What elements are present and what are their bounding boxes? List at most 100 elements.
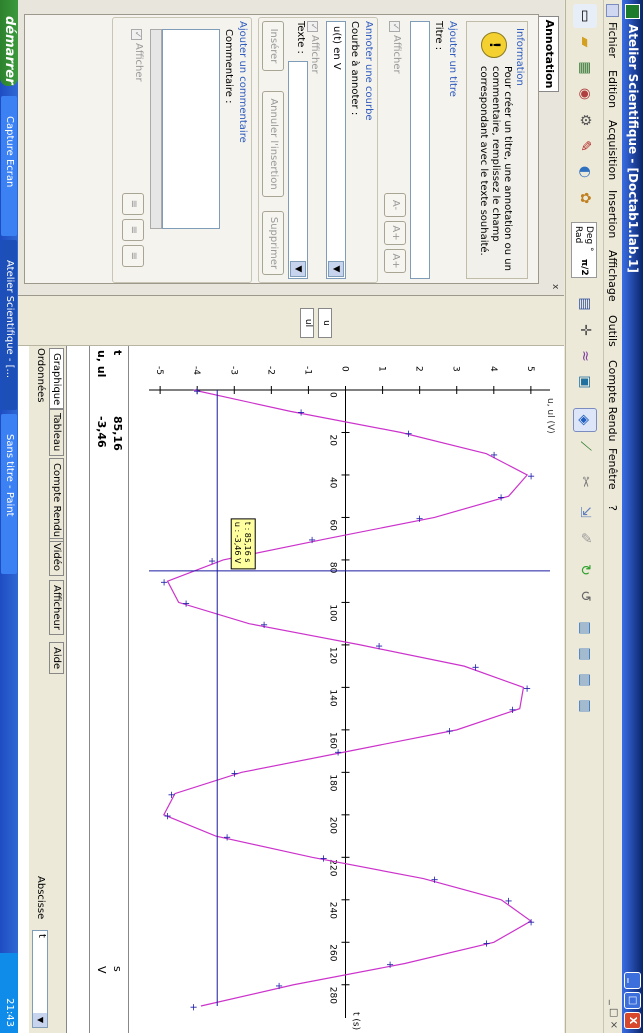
table-icon[interactable]: ▦: [577, 61, 593, 75]
acquisition-icon[interactable]: ◉: [577, 87, 593, 101]
menu-fenetre[interactable]: Fenêtre: [606, 448, 619, 490]
series-u-marker: +: [306, 536, 317, 544]
align-center-button[interactable]: ≡: [122, 219, 144, 241]
y-tick-label: 1: [377, 366, 387, 372]
window-icon-2[interactable]: ▥: [577, 647, 593, 661]
commentaire-scrollbar[interactable]: [150, 29, 162, 229]
axis-cross-icon[interactable]: ✛: [577, 324, 593, 336]
cursor-tooltip-u: u : -3,46 V: [233, 522, 242, 564]
commentaire-textarea[interactable]: [162, 29, 220, 229]
menu-help[interactable]: ?: [606, 505, 619, 511]
tab-compte-rendu[interactable]: Compte Rendu: [49, 458, 64, 543]
y-tick-label: 2: [414, 366, 424, 372]
close-button[interactable]: X: [624, 1012, 641, 1029]
y-tick-label: -4: [191, 366, 201, 375]
readout-u-label: u, ul: [95, 350, 108, 378]
pen-icon[interactable]: ✎: [577, 140, 593, 152]
titre-input[interactable]: [410, 21, 430, 279]
y-tick-label: -5: [154, 366, 164, 375]
supprimer-button[interactable]: Supprimer: [262, 211, 284, 275]
mdi-controls[interactable]: _ □ ×: [608, 999, 619, 1029]
ul-curve-toggle[interactable]: ul: [300, 308, 314, 338]
paint-icon[interactable]: ✿: [577, 192, 593, 204]
task-capture-ecran[interactable]: Capture Ecran: [1, 96, 17, 236]
font-larger-button[interactable]: A+: [384, 221, 406, 245]
font-bold-button[interactable]: A+: [384, 249, 406, 273]
angle-unit-selector[interactable]: Deg ° Rad π/2: [571, 222, 597, 278]
menu-outils[interactable]: Outils: [606, 315, 619, 347]
refresh-icon[interactable]: ↻: [577, 564, 593, 576]
edit-disabled-icon[interactable]: ✐: [577, 532, 593, 544]
screen-icon[interactable]: ▣: [577, 375, 593, 389]
y-tick-label: -1: [302, 366, 312, 375]
globe-icon[interactable]: ◐: [577, 165, 593, 179]
window-icon-3[interactable]: ▥: [577, 673, 593, 687]
cursor-readout: t 85,16 s u, ul -3,46 V: [67, 346, 129, 1033]
chart-svg[interactable]: 020406080100120140160180200220240260280-…: [129, 346, 564, 1033]
minimize-button[interactable]: _: [624, 972, 641, 989]
courbe-label: Courbe à annoter :: [349, 21, 360, 116]
window-icon-1[interactable]: ▥: [577, 621, 593, 635]
series-u-marker: +: [506, 706, 517, 714]
restore-button[interactable]: □: [624, 992, 641, 1009]
chart-plot[interactable]: 0 20 40 60 80 100 120 140 160 180 200 220 240 260 280-…: [129, 346, 564, 1033]
curves-icon[interactable]: ≈: [577, 350, 593, 362]
menu-edition[interactable]: Edition: [606, 70, 619, 109]
menu-insertion[interactable]: Insertion: [606, 190, 619, 239]
font-smaller-button[interactable]: A-: [384, 193, 406, 217]
cursor-select-icon[interactable]: ◈: [573, 408, 597, 432]
tools-icon[interactable]: ⚙: [577, 113, 593, 127]
title-bar[interactable]: Atelier Scientifique - [Doctab1.lab.1] _…: [622, 0, 643, 1033]
window-icon-4[interactable]: ▥: [577, 699, 593, 713]
x-tick-label: 120: [328, 647, 338, 664]
align-left-button[interactable]: ≡: [122, 193, 144, 215]
texte-input[interactable]: ▼: [288, 61, 308, 279]
task-paint[interactable]: Sans titre - Paint: [1, 414, 17, 574]
series-u-marker: +: [469, 663, 480, 671]
menu-compte-rendu[interactable]: Compte Rendu: [606, 360, 619, 442]
grid-icon[interactable]: ▤: [577, 297, 593, 311]
series-u-marker: +: [295, 408, 306, 416]
align-right-button[interactable]: ≡: [122, 245, 144, 267]
readout-t-value: 85,16: [111, 416, 124, 451]
start-button[interactable]: démarrer: [0, 0, 18, 86]
menu-affichage[interactable]: Affichage: [606, 250, 619, 302]
export-icon[interactable]: ⇲: [577, 506, 593, 518]
menu-fichier[interactable]: Fichier: [606, 22, 619, 58]
tab-video[interactable]: Vidéo: [49, 538, 64, 577]
panel-close-icon[interactable]: x: [550, 284, 560, 290]
texte-label: Texte :: [295, 21, 306, 54]
tab-annotation[interactable]: Annotation: [539, 16, 559, 92]
annotation-panel: Annotation x Information ! Pour créer un…: [18, 0, 564, 296]
task-atelier-scientifique[interactable]: Atelier Scientifique - [...: [1, 240, 17, 410]
commentaire-afficher-checkbox[interactable]: ✓Afficher: [131, 29, 144, 82]
tab-aide[interactable]: Aide: [49, 642, 64, 675]
scissors-icon[interactable]: ✂: [577, 476, 593, 488]
courbe-afficher-checkbox[interactable]: ✓Afficher: [307, 21, 320, 74]
u-curve-toggle[interactable]: u: [318, 308, 332, 338]
curve-selector-panel: u ul: [18, 300, 564, 346]
new-icon[interactable]: ▭: [573, 4, 597, 28]
x-tick-label: 20: [328, 434, 338, 446]
abscisse-chevron-icon[interactable]: ▼: [33, 1013, 47, 1027]
series-u-marker: +: [525, 918, 536, 926]
texte-dropdown-icon[interactable]: ▼: [290, 261, 306, 277]
tangent-icon[interactable]: ⟋: [577, 441, 593, 451]
readout-u-value: -3,46: [95, 416, 108, 448]
tab-tableau[interactable]: Tableau: [49, 408, 64, 457]
tab-afficheur[interactable]: Afficheur: [49, 580, 64, 635]
menu-acquisition[interactable]: Acquisition: [606, 120, 619, 181]
annuler-insertion-button[interactable]: Annuler l'insertion: [262, 91, 284, 197]
reset-icon[interactable]: ↺: [577, 590, 593, 602]
series-u-marker: +: [503, 897, 514, 905]
inserer-button[interactable]: Insérer: [262, 21, 284, 71]
open-folder-icon[interactable]: ▰: [577, 36, 593, 48]
y-tick-label: -2: [265, 366, 275, 375]
series-u-marker: +: [443, 727, 454, 735]
tab-graphique[interactable]: Graphique: [49, 348, 64, 411]
ordonnees-label: Ordonnées: [35, 348, 46, 403]
courbe-select[interactable]: u(t) en V ▼: [326, 21, 346, 279]
abscisse-select[interactable]: t ▼: [32, 930, 48, 1028]
chevron-down-icon[interactable]: ▼: [328, 261, 344, 277]
titre-afficher-checkbox[interactable]: ✓Afficher: [389, 21, 402, 74]
